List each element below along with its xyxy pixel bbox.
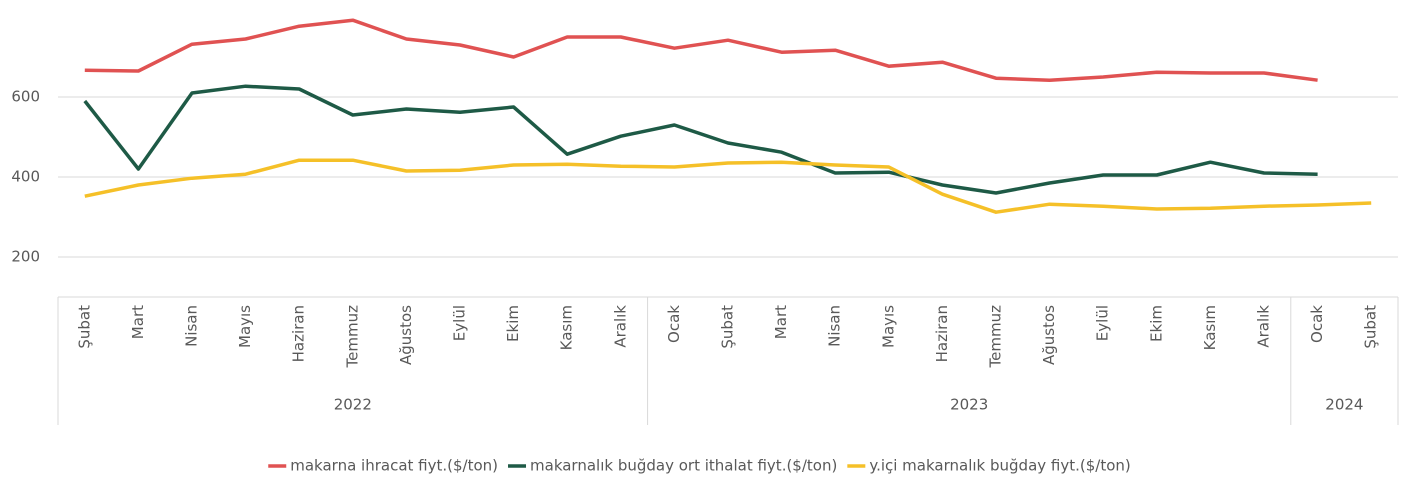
y-tick-label: 200	[11, 248, 40, 266]
y-tick-label: 400	[11, 168, 40, 186]
x-tick-label: Şubat	[1362, 305, 1380, 349]
x-tick-label: Aralık	[611, 305, 629, 348]
x-tick-label: Haziran	[933, 305, 951, 362]
x-tick-label: Nisan	[183, 305, 201, 347]
x-tick-label: Ekim	[504, 305, 522, 342]
x-tick-label: Ağustos	[1040, 305, 1058, 365]
x-tick-label: Ekim	[1147, 305, 1165, 342]
x-tick-label: Ocak	[1308, 305, 1326, 343]
x-tick-label: Kasım	[558, 305, 576, 350]
x-tick-label: Kasım	[1201, 305, 1219, 350]
x-tick-label: Mayıs	[236, 305, 254, 348]
x-tick-label: Eylül	[1094, 305, 1112, 341]
x-tick-label: Haziran	[290, 305, 308, 362]
series-line	[83, 84, 1318, 195]
y-tick-label: 600	[11, 88, 40, 106]
x-tick-label: Nisan	[826, 305, 844, 347]
legend-label: makarnalık buğday ort ithalat fiyt.($/to…	[530, 457, 837, 475]
x-tick-label: Mart	[129, 305, 147, 339]
x-tick-label: Mart	[772, 305, 790, 339]
x-tick-label: Ağustos	[397, 305, 415, 365]
group-label: 2023	[950, 396, 988, 414]
group-label: 2022	[334, 396, 372, 414]
x-tick-label: Mayıs	[879, 305, 897, 348]
series-line	[84, 158, 1372, 214]
legend-label: y.içi makarnalık buğday fiyt.($/ton)	[869, 457, 1130, 475]
x-tick-label: Eylül	[451, 305, 469, 341]
x-tick-label: Şubat	[719, 305, 737, 349]
x-tick-label: Ocak	[665, 305, 683, 343]
x-tick-label: Temmuz	[343, 305, 361, 369]
group-label: 2024	[1325, 396, 1363, 414]
series-line	[84, 18, 1318, 82]
x-tick-label: Şubat	[75, 305, 93, 349]
legend: makarna ihracat fiyt.($/ton) makarnalık b…	[268, 457, 1131, 475]
legend-label: makarna ihracat fiyt.($/ton)	[290, 457, 498, 475]
x-tick-label: Aralık	[1255, 305, 1273, 348]
x-tick-label: Temmuz	[987, 305, 1005, 369]
